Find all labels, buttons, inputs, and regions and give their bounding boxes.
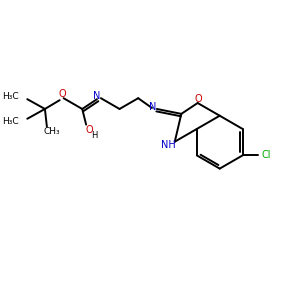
Text: O: O <box>59 89 66 99</box>
Text: CH₃: CH₃ <box>44 127 60 136</box>
Text: H: H <box>91 131 97 140</box>
Text: O: O <box>85 124 93 134</box>
Text: H₃C: H₃C <box>2 117 19 126</box>
Text: H₃C: H₃C <box>2 92 19 101</box>
Text: NH: NH <box>160 140 175 150</box>
Text: N: N <box>149 102 157 112</box>
Text: N: N <box>93 91 101 101</box>
Text: Cl: Cl <box>261 150 271 161</box>
Text: O: O <box>195 94 203 104</box>
